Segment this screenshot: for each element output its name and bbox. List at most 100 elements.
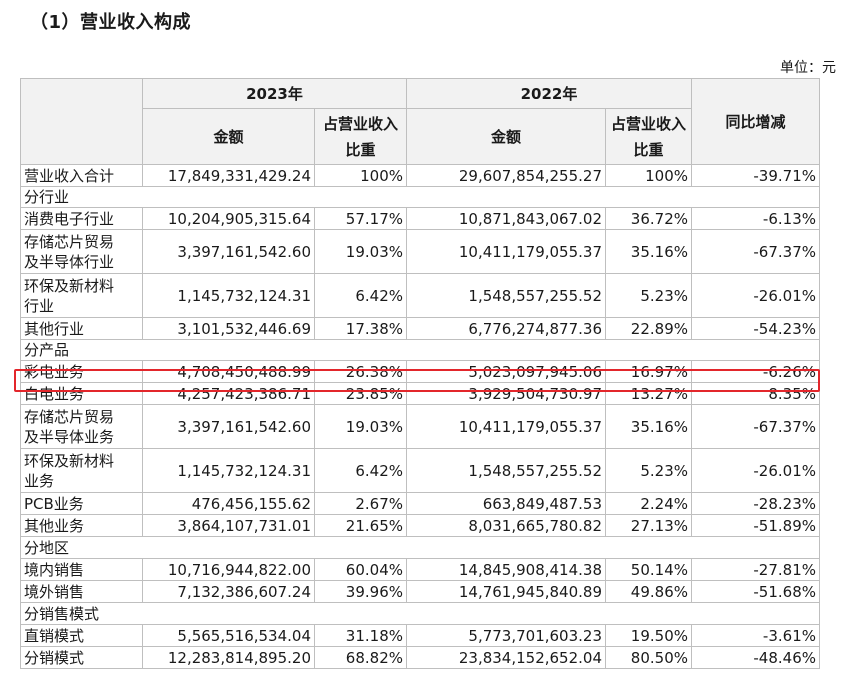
yoy-change: -48.46% bbox=[691, 646, 820, 669]
table-row: PCB业务 476,456,155.62 2.67% 663,849,487.53 2.… bbox=[20, 492, 820, 515]
header-share-line2: 比重 bbox=[345, 140, 376, 159]
yoy-change: -6.13% bbox=[691, 207, 820, 230]
amount-2023: 3,864,107,731.01 bbox=[142, 514, 315, 537]
header-2022: 2022年 bbox=[406, 78, 692, 109]
yoy-change: -3.61% bbox=[691, 624, 820, 647]
category-row: 分地区 bbox=[20, 536, 820, 559]
table-row: 环保及新材料 行业 1,145,732,124.31 6.42% 1,548,557,2… bbox=[20, 273, 820, 318]
share-2022: 100% bbox=[605, 164, 692, 187]
header-share-line1: 占营业收入 bbox=[322, 114, 398, 133]
row-label: PCB业务 bbox=[20, 492, 143, 515]
share-2023: 17.38% bbox=[314, 317, 407, 340]
amount-2022: 1,548,557,255.52 bbox=[406, 273, 606, 318]
share-2022: 13.27% bbox=[605, 382, 692, 405]
share-2022: 35.16% bbox=[605, 404, 692, 449]
amount-2022: 14,761,945,840.89 bbox=[406, 580, 606, 603]
section-heading: （1）营业收入构成 bbox=[30, 12, 192, 33]
category-row: 分销售模式 bbox=[20, 602, 820, 625]
table-row: 存储芯片贸易 及半导体业务 3,397,161,542.60 19.03% 10,411… bbox=[20, 404, 820, 449]
yoy-change: -67.37% bbox=[691, 229, 820, 274]
share-2023: 19.03% bbox=[314, 229, 407, 274]
table-row: 消费电子行业 10,204,905,315.64 57.17% 10,871,843,… bbox=[20, 207, 820, 230]
amount-2022: 10,411,179,055.37 bbox=[406, 404, 606, 449]
row-label: 分销模式 bbox=[20, 646, 143, 669]
header-share-2022: 占营业收入 比重 bbox=[605, 108, 692, 165]
share-2022: 2.24% bbox=[605, 492, 692, 515]
amount-2023: 10,204,905,315.64 bbox=[142, 207, 315, 230]
amount-2023: 3,101,532,446.69 bbox=[142, 317, 315, 340]
amount-2023: 7,132,386,607.24 bbox=[142, 580, 315, 603]
amount-2022: 6,776,274,877.36 bbox=[406, 317, 606, 340]
amount-2022: 663,849,487.53 bbox=[406, 492, 606, 515]
row-label-line1: 环保及新材料 bbox=[24, 451, 115, 470]
row-label-line2: 业务 bbox=[24, 471, 55, 490]
table-row: 直销模式 5,565,516,534.04 31.18% 5,773,701,603.… bbox=[20, 624, 820, 647]
yoy-change: -51.68% bbox=[691, 580, 820, 603]
share-2023: 26.38% bbox=[314, 360, 407, 383]
amount-2023: 10,716,944,822.00 bbox=[142, 558, 315, 581]
category-label: 分产品 bbox=[20, 339, 820, 361]
category-label: 分行业 bbox=[20, 186, 820, 208]
share-2022: 80.50% bbox=[605, 646, 692, 669]
yoy-change: -26.01% bbox=[691, 448, 820, 493]
share-2022: 50.14% bbox=[605, 558, 692, 581]
header-share-line2: 比重 bbox=[633, 140, 664, 159]
revenue-composition-table: 2023年 2022年 同比增减 金额 占营业收入 比重 金额 占营业收入 比重… bbox=[20, 78, 820, 669]
amount-2022: 5,773,701,603.23 bbox=[406, 624, 606, 647]
row-label-line1: 存储芯片贸易 bbox=[24, 407, 115, 426]
table-row: 存储芯片贸易 及半导体行业 3,397,161,542.60 19.03% 10,411… bbox=[20, 229, 820, 274]
table-row: 其他业务 3,864,107,731.01 21.65% 8,031,665,780.… bbox=[20, 514, 820, 537]
header-row-years: 2023年 2022年 同比增减 bbox=[20, 78, 820, 165]
share-2023: 19.03% bbox=[314, 404, 407, 449]
category-label: 分地区 bbox=[20, 536, 820, 559]
share-2023: 6.42% bbox=[314, 448, 407, 493]
row-label-line1: 存储芯片贸易 bbox=[24, 232, 115, 251]
table-row: 分销模式 12,283,814,895.20 68.82% 23,834,152,65… bbox=[20, 646, 820, 669]
row-label-line1: 环保及新材料 bbox=[24, 276, 115, 295]
share-2023: 2.67% bbox=[314, 492, 407, 515]
header-row-cols: 金额 占营业收入 比重 金额 占营业收入 比重 bbox=[21, 108, 820, 165]
amount-2022: 5,023,097,945.06 bbox=[406, 360, 606, 383]
share-2023: 68.82% bbox=[314, 646, 407, 669]
amount-2023: 476,456,155.62 bbox=[142, 492, 315, 515]
amount-2023: 3,397,161,542.60 bbox=[142, 404, 315, 449]
header-share-line1: 占营业收入 bbox=[610, 114, 686, 133]
amount-2022: 23,834,152,652.04 bbox=[406, 646, 606, 669]
yoy-change: -67.37% bbox=[691, 404, 820, 449]
amount-2023: 1,145,732,124.31 bbox=[142, 273, 315, 318]
share-2022: 36.72% bbox=[605, 207, 692, 230]
share-2023: 23.85% bbox=[314, 382, 407, 405]
header-share-2023: 占营业收入 比重 bbox=[314, 108, 407, 165]
yoy-change: -54.23% bbox=[691, 317, 820, 340]
row-label-line2: 及半导体业务 bbox=[24, 427, 115, 446]
share-2022: 49.86% bbox=[605, 580, 692, 603]
yoy-change: -51.89% bbox=[691, 514, 820, 537]
category-label: 分销售模式 bbox=[20, 602, 820, 625]
header-amount-2023: 金额 bbox=[142, 108, 315, 165]
row-label: 环保及新材料 业务 bbox=[20, 448, 143, 493]
header-yoy: 同比增减 bbox=[691, 78, 820, 165]
amount-2023: 12,283,814,895.20 bbox=[142, 646, 315, 669]
yoy-change: 8.35% bbox=[691, 382, 820, 405]
amount-2023: 3,397,161,542.60 bbox=[142, 229, 315, 274]
table-row: 白电业务 4,257,423,386.71 23.85% 3,929,504,730.… bbox=[20, 382, 820, 405]
row-label-line2: 及半导体行业 bbox=[24, 252, 115, 271]
yoy-change: -39.71% bbox=[691, 164, 820, 187]
header-corner bbox=[20, 78, 143, 165]
amount-2022: 29,607,854,255.27 bbox=[406, 164, 606, 187]
share-2022: 16.97% bbox=[605, 360, 692, 383]
amount-2022: 8,031,665,780.82 bbox=[406, 514, 606, 537]
row-label: 白电业务 bbox=[20, 382, 143, 405]
share-2023: 39.96% bbox=[314, 580, 407, 603]
header-2023: 2023年 bbox=[142, 78, 407, 109]
header-amount-2022: 金额 bbox=[406, 108, 606, 165]
row-label: 其他行业 bbox=[20, 317, 143, 340]
row-label: 直销模式 bbox=[20, 624, 143, 647]
category-row: 分行业 bbox=[20, 186, 820, 208]
row-label: 环保及新材料 行业 bbox=[20, 273, 143, 318]
table-row: 境内销售 10,716,944,822.00 60.04% 14,845,908,41… bbox=[20, 558, 820, 581]
amount-2022: 1,548,557,255.52 bbox=[406, 448, 606, 493]
share-2022: 19.50% bbox=[605, 624, 692, 647]
amount-2022: 3,929,504,730.97 bbox=[406, 382, 606, 405]
row-label: 境内销售 bbox=[20, 558, 143, 581]
